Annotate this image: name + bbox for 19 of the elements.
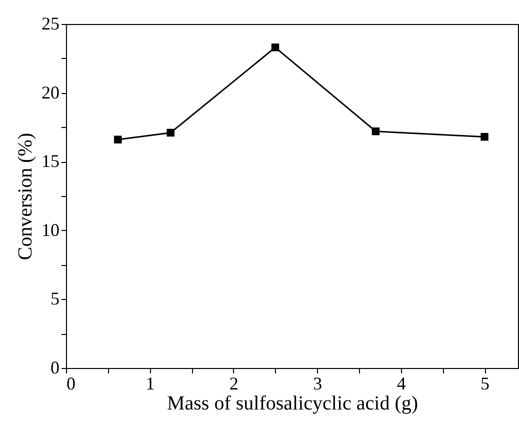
y-tick-label: 10 <box>42 220 60 240</box>
y-tick-label: 20 <box>42 82 60 102</box>
point <box>271 44 280 52</box>
x-tick-label: 0 <box>66 374 76 394</box>
x-tick-label: 1 <box>146 374 155 394</box>
y-tick-label: 15 <box>42 151 60 172</box>
point <box>372 127 380 136</box>
x-tick-label: 2 <box>229 374 238 394</box>
y-axis-title: Conversion (%) <box>14 132 36 260</box>
x-tick-label: 3 <box>313 374 322 394</box>
x-tick-label: 5 <box>480 374 490 394</box>
x-tick-label: 4 <box>396 374 406 394</box>
y-tick-label: 0 <box>50 358 60 378</box>
point <box>114 136 122 144</box>
point <box>480 132 488 141</box>
x-axis-title: Mass of sulfosalicyclic acid (g) <box>166 392 418 414</box>
y-tick-label: 25 <box>42 14 60 34</box>
y-tick-label: 5 <box>50 288 60 309</box>
point <box>166 128 175 137</box>
